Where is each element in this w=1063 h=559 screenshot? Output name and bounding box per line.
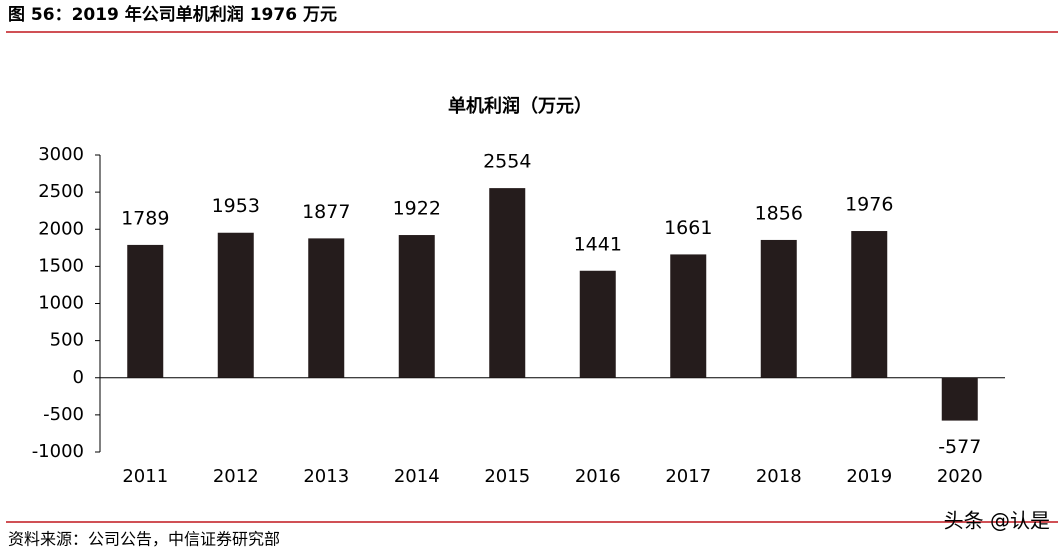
bar: [941, 377, 978, 421]
x-tick-label: 2012: [213, 466, 259, 487]
bar: [217, 232, 254, 378]
y-tick-label: 3000: [38, 144, 84, 165]
x-tick-label: 2011: [122, 466, 168, 487]
y-tick-label: -500: [43, 404, 84, 425]
value-label: 1789: [121, 207, 169, 229]
y-tick-label: 1000: [38, 293, 84, 314]
chart-title: 单机利润（万元）: [448, 95, 592, 117]
value-label: 2554: [483, 151, 531, 173]
bar: [851, 231, 888, 378]
value-label: -577: [938, 436, 981, 458]
x-tick-label: 2018: [756, 466, 802, 487]
x-tick-label: 2015: [484, 466, 530, 487]
y-tick-label: -1000: [32, 441, 84, 462]
value-label: 1661: [664, 217, 712, 239]
bar: [760, 239, 797, 378]
x-tick-label: 2016: [575, 466, 621, 487]
x-tick-label: 2017: [665, 466, 711, 487]
watermark: 头条 @认是: [944, 509, 1050, 533]
y-tick-label: 500: [50, 330, 84, 351]
bar: [489, 188, 526, 378]
value-label: 1922: [393, 198, 441, 220]
value-label: 1976: [845, 194, 893, 216]
y-tick-label: 2000: [38, 218, 84, 239]
bar: [670, 254, 707, 378]
source-note: 资料来源：公司公告，中信证券研究部: [8, 530, 280, 549]
page-title: 图 56：2019 年公司单机利润 1976 万元: [8, 4, 337, 25]
value-label: 1441: [574, 233, 622, 255]
value-label: 1953: [212, 195, 260, 217]
x-tick-label: 2019: [846, 466, 892, 487]
y-tick-label: 1500: [38, 255, 84, 276]
value-label: 1877: [302, 201, 350, 223]
bar: [579, 270, 616, 378]
bar: [308, 238, 345, 378]
y-tick-label: 0: [73, 367, 84, 388]
x-tick-label: 2014: [394, 466, 440, 487]
bar: [398, 235, 435, 378]
bar: [127, 244, 164, 378]
x-tick-label: 2013: [303, 466, 349, 487]
y-tick-label: 2500: [38, 181, 84, 202]
value-label: 1856: [755, 202, 803, 224]
x-tick-label: 2020: [937, 466, 983, 487]
